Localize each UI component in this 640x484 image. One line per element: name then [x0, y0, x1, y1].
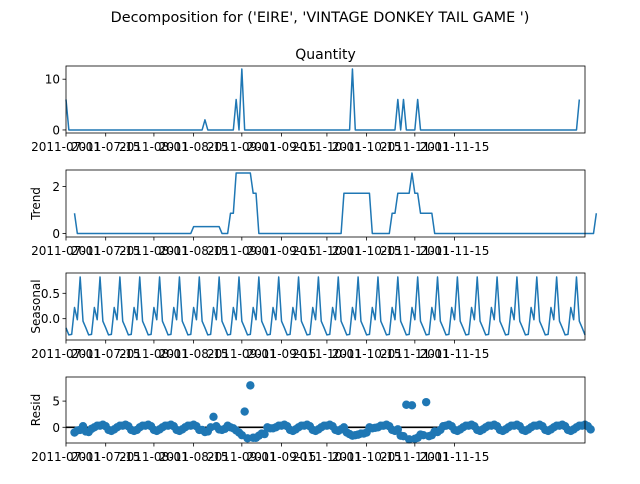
observed-xtick-label: 2011-08-01: [119, 140, 189, 154]
seasonal-ytick-label: 0.0: [41, 312, 60, 326]
resid-xtick-label: 2011-09-15: [247, 450, 317, 464]
observed-xtick-label: 2011-09-15: [247, 140, 317, 154]
seasonal-xtick-label: 2011-08-01: [119, 347, 189, 361]
observed-ytick-label: 10: [45, 73, 60, 87]
resid-ytick-label: 5: [52, 395, 60, 409]
trend-line: [73, 172, 598, 235]
trend-xtick-label: 2011-08-01: [119, 244, 189, 258]
trend-xtick-label: 2011-07-01: [31, 244, 101, 258]
resid-point: [209, 412, 218, 422]
seasonal-ylabel: Seasonal: [29, 279, 43, 333]
observed-xtick-label: 2011-07-01: [31, 140, 101, 154]
seasonal-xtick-label: 2011-10-01: [292, 347, 362, 361]
resid-xtick-label: 2011-09-01: [207, 450, 277, 464]
seasonal-xtick-label: 2011-07-01: [31, 347, 101, 361]
seasonal-xtick-label: 2011-09-01: [207, 347, 277, 361]
observed-xtick-label: 2011-10-01: [292, 140, 362, 154]
observed-xtick-label: 2011-11-15: [420, 140, 490, 154]
resid-xtick-label: 2011-10-01: [292, 450, 362, 464]
resid-point: [240, 407, 249, 416]
observed-title: Quantity: [295, 47, 356, 63]
resid-xtick-label: 2011-07-01: [31, 450, 101, 464]
resid-ylabel: Resid: [29, 394, 43, 426]
observed-xtick-label: 2011-09-01: [207, 140, 277, 154]
seasonal-ytick-label: 0.5: [41, 287, 60, 301]
observed-xtick-label: 2011-11-01: [380, 140, 450, 154]
resid-xtick-label: 2011-11-15: [420, 450, 490, 464]
seasonal-xtick-label: 2011-07-15: [71, 347, 141, 361]
trend-xtick-label: 2011-08-15: [159, 244, 229, 258]
seasonal-xtick-label: 2011-11-01: [380, 347, 450, 361]
observed-xtick-label: 2011-08-15: [159, 140, 229, 154]
trend-xtick-label: 2011-11-15: [420, 244, 490, 258]
trend-xtick-label: 2011-10-15: [332, 244, 402, 258]
observed-xtick-label: 2011-07-15: [71, 140, 141, 154]
observed-ytick-label: 0: [52, 123, 60, 137]
panel-observed: 0 10 2011-07-012011-07-152011-08-012011-08…: [31, 47, 586, 154]
seasonal-xtick-label: 2011-11-15: [420, 347, 490, 361]
resid-point: [407, 401, 417, 410]
observed-axes-frame: [65, 65, 586, 134]
trend-ytick-label: 0: [52, 227, 60, 241]
seasonal-axes-frame: [65, 272, 586, 341]
trend-xtick-label: 2011-11-01: [380, 244, 450, 258]
trend-axes-frame: [65, 169, 586, 238]
subplot-panels: 0102011-07-012011-07-152011-08-012011-08…: [29, 47, 598, 464]
seasonal-xtick-label: 2011-09-15: [247, 347, 317, 361]
trend-xtick-label: 2011-07-15: [71, 244, 141, 258]
resid-point: [246, 381, 255, 390]
resid-point: [393, 425, 403, 434]
resid-xtick-label: 2011-11-01: [380, 450, 450, 464]
trend-xtick-label: 2011-09-01: [207, 244, 277, 258]
trend-ytick-label: 2: [52, 180, 60, 194]
observed-line: [65, 68, 581, 131]
trend-xtick-label: 2011-10-01: [292, 244, 362, 258]
resid-xtick-label: 2011-10-15: [332, 450, 402, 464]
resid-point: [421, 397, 431, 407]
trend-xtick-label: 2011-09-15: [247, 244, 317, 258]
seasonal-line: [65, 276, 586, 336]
resid-xtick-label: 2011-08-01: [119, 450, 189, 464]
panel-trend: 0 2 2011-07-012011-07-152011-08-012011-08-…: [29, 169, 598, 258]
panel-seasonal: 0.00.52011-07-012011-07-152011-08-012011…: [29, 272, 586, 361]
resid-xtick-label: 2011-07-15: [71, 450, 141, 464]
figure-suptitle: Decomposition for ('EIRE', 'VINTAGE DONK…: [111, 10, 530, 26]
resid-xtick-label: 2011-08-15: [159, 450, 229, 464]
resid-point: [260, 429, 269, 439]
resid-ytick-label: 0: [52, 421, 60, 435]
panel-resid: 0 5 2011-07-012011-07-152011-08-012011-08-…: [29, 376, 595, 464]
seasonal-xtick-label: 2011-08-15: [159, 347, 229, 361]
observed-xtick-label: 2011-10-15: [332, 140, 402, 154]
trend-ylabel: Trend: [29, 187, 43, 221]
seasonal-xtick-label: 2011-10-15: [332, 347, 402, 361]
resid-axes-frame: [65, 376, 586, 444]
resid-point: [586, 425, 595, 434]
